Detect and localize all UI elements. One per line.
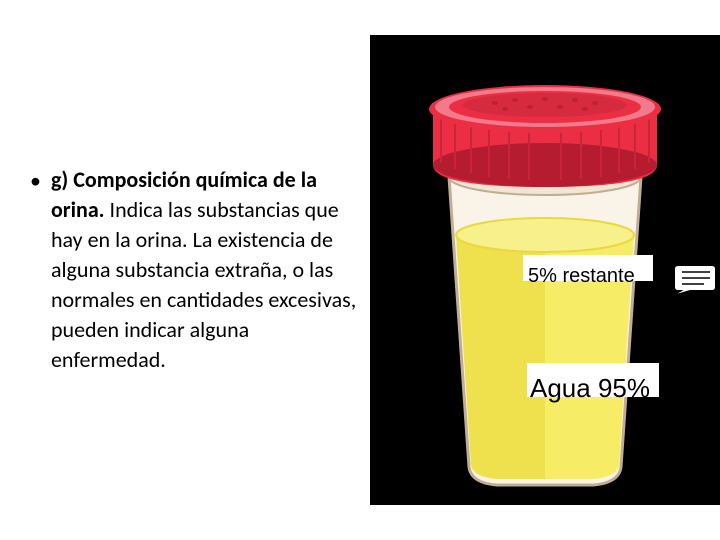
- label-5-percent-restante: 5% restante: [528, 265, 635, 288]
- text-column: • g) Composición química de la orina. In…: [30, 165, 375, 375]
- bullet-text: g) Composición química de la orina. Indi…: [51, 165, 365, 375]
- callout-icon: [664, 257, 718, 301]
- bullet-item: • g) Composición química de la orina. In…: [30, 165, 365, 375]
- bullet-marker: •: [30, 167, 41, 195]
- diagram-panel: 5% restante Agua 95%: [370, 35, 720, 505]
- label-agua-95-percent: Agua 95%: [530, 373, 650, 404]
- slide: • g) Composición química de la orina. In…: [0, 0, 720, 540]
